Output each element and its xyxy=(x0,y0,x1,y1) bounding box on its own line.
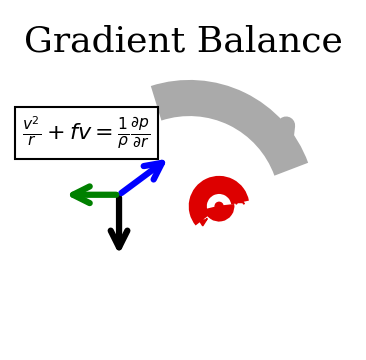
Text: Gradient Balance: Gradient Balance xyxy=(23,24,343,58)
FancyArrow shape xyxy=(198,219,208,226)
Text: $\frac{v^2}{r} + fv = \frac{1}{\rho}\frac{\partial p}{\partial r}$: $\frac{v^2}{r} + fv = \frac{1}{\rho}\fra… xyxy=(22,114,150,151)
FancyArrow shape xyxy=(236,197,244,204)
Circle shape xyxy=(215,202,223,210)
